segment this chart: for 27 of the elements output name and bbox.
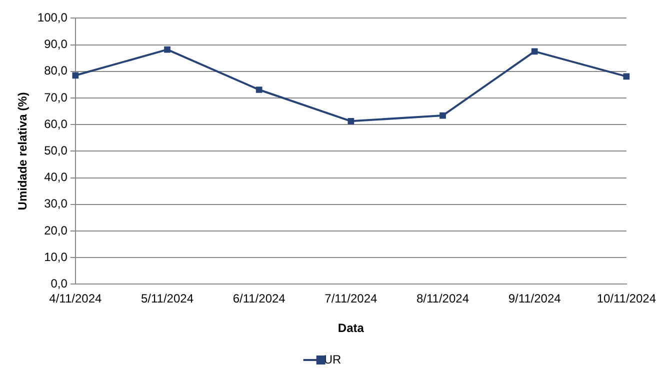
y-tick-label: 10,0 [44,250,68,264]
point [623,73,630,80]
point [164,46,170,53]
y-tick-label: 80,0 [44,64,68,78]
y-tick-label: 40,0 [44,170,68,184]
x-axis-title: Data [338,321,364,336]
point [531,48,538,55]
y-axis-title: Umidade relativa (%) [16,92,30,210]
y-tick-label: 60,0 [44,116,68,131]
x-tick-label: 5/11/2024 [141,292,194,306]
point [256,86,262,93]
point [72,72,79,79]
y-tick-label: 0,0 [50,276,68,291]
point [440,112,446,119]
x-tick-label: 7/11/2024 [324,292,378,306]
y-tick-label: 70,0 [44,90,68,104]
x-tick-label: 6/11/2024 [232,292,286,306]
x-tick-label: 10/11/2024 [596,292,656,306]
y-tick-label: 20,0 [44,223,68,238]
x-tick-label: 8/11/2024 [416,292,470,306]
x-tick-label: 9/11/2024 [508,292,562,306]
point [348,118,354,124]
x-tick-label: 4/11/2024 [49,292,102,306]
y-tick-label: 30,0 [44,196,68,211]
y-tick-label: 90,0 [44,37,68,52]
y-tick-label: 50,0 [44,144,68,158]
y-tick-label: 100,0 [37,10,68,25]
